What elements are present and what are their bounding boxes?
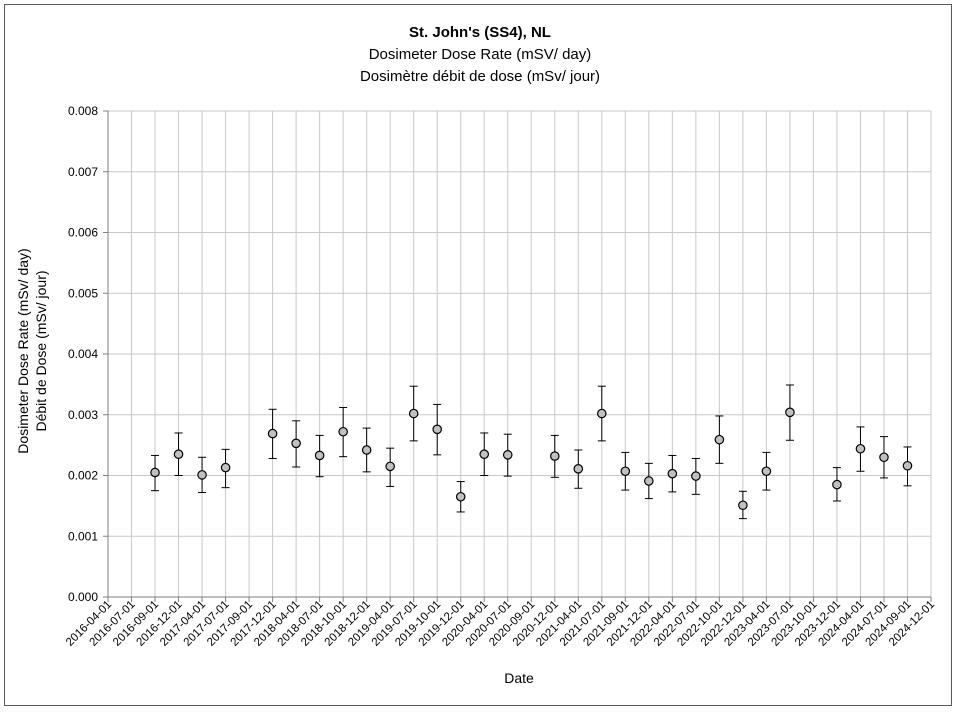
- data-point: [220, 462, 231, 473]
- x-axis-label: Date: [504, 670, 534, 686]
- title-block: St. John's (SS4), NL Dosimeter Dose Rate…: [0, 22, 960, 88]
- data-point: [291, 438, 301, 449]
- data-point: [691, 471, 701, 481]
- y-tick-label: 0.006: [68, 226, 98, 240]
- chart-subtitle-fr: Dosimètre débit de dose (mSv/ jour): [359, 68, 601, 85]
- data-point: [385, 461, 395, 472]
- chart-frame: [4, 4, 952, 706]
- data-point: [150, 467, 160, 478]
- data-point: [502, 450, 513, 460]
- data-point: [197, 470, 207, 480]
- axis-layer: [103, 110, 932, 602]
- data-point: [879, 452, 889, 463]
- data-point: [549, 451, 560, 461]
- y-tick-label: 0.005: [68, 286, 98, 300]
- data-point: [173, 449, 184, 460]
- grid-layer: [108, 110, 932, 597]
- data-point: [338, 426, 348, 437]
- data-point: [408, 408, 419, 419]
- data-point: [761, 466, 772, 477]
- data-point: [644, 476, 654, 486]
- chart-subtitle-en: Dosimeter Dose Rate (mSV/ day): [368, 46, 592, 63]
- data-point: [902, 460, 913, 471]
- data-point: [620, 466, 631, 477]
- data-points: [150, 407, 913, 511]
- data-point: [267, 428, 278, 439]
- y-tick-label: 0.007: [68, 165, 98, 179]
- data-point: [738, 500, 748, 511]
- y-tick-label: 0.002: [68, 469, 98, 483]
- data-point: [596, 408, 607, 419]
- data-point: [479, 449, 490, 460]
- data-point: [432, 424, 442, 435]
- y-tick-label: 0.000: [68, 590, 98, 604]
- data-point: [714, 434, 725, 445]
- y-tick-labels: 0.000 0.001 0.002 0.003 0.004 0.005 0.006 0.007…: [68, 104, 98, 604]
- y-tick-label: 0.008: [68, 104, 98, 118]
- chart-title: St. John's (SS4), NL: [409, 24, 551, 41]
- y-axis-label-en: Dosimeter Dose Rate (mSv/ day): [15, 248, 31, 453]
- x-tick-labels: 2016-04-012016-07-012016-09-012016-12-01…: [64, 599, 937, 649]
- data-point: [785, 407, 795, 418]
- y-tick-label: 0.001: [68, 529, 98, 543]
- data-point: [314, 450, 325, 461]
- y-tick-label: 0.004: [68, 347, 98, 361]
- data-point: [573, 464, 584, 474]
- y-tick-label: 0.003: [68, 408, 98, 422]
- data-point: [455, 491, 466, 502]
- data-point: [832, 479, 842, 490]
- data-point: [855, 443, 866, 454]
- data-point: [667, 468, 678, 479]
- y-axis-label-fr: Débit de Dose (mSv/ jour): [33, 270, 49, 431]
- data-point: [361, 445, 372, 455]
